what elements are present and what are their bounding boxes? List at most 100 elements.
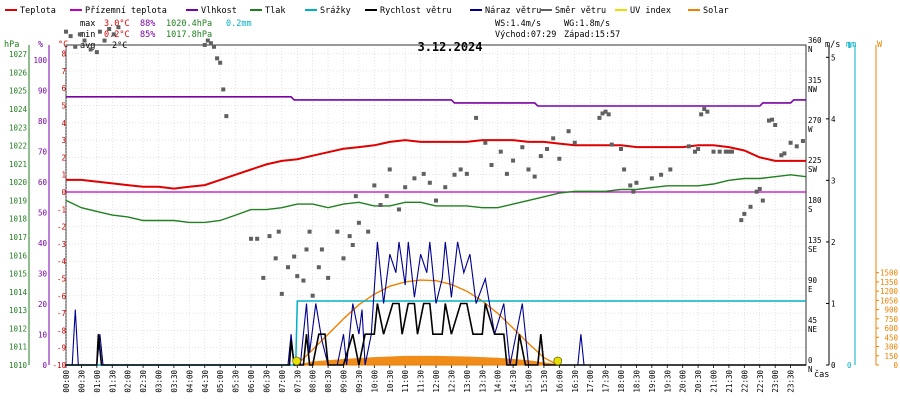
x-tick-label: 08:30 [324,370,333,393]
wind-direction-point [609,142,614,147]
wind-direction-point [659,172,664,177]
wind-direction-point [693,149,697,154]
temperature-tick-label: -7 [57,309,66,318]
x-tick-label: 20:00 [679,370,688,393]
wind-direction-point [292,254,297,259]
temperature-tick-label: -10 [52,361,66,370]
pressure-tick-label: 1025 [9,87,27,96]
x-tick-label: 12:30 [447,370,456,393]
wind-direction-point [310,293,315,298]
series-solar [296,279,559,366]
legend-label: Tlak [265,6,285,16]
unit-time: čas [814,369,829,380]
pressure-tick-label: 1012 [9,324,27,333]
wind-direction-point [116,25,121,30]
solar-tick-label: 1500 [880,269,899,278]
wind-direction-point [634,180,639,185]
wind-direction-point [224,114,229,119]
temperature-tick-label: -2 [57,223,66,232]
temperature-tick-label: -8 [57,326,67,335]
wind-direction-point [504,171,509,176]
wind-gust-text: WG:1.8m/s [564,19,610,29]
unit-mm: mm [846,40,856,50]
solar-tick-label: 1350 [880,278,899,287]
x-tick-label: 12:00 [432,370,441,393]
direction-tick-degree: 135 [808,236,822,245]
legend-label: Teplota [20,6,56,16]
series-rychlost-v-tru [66,302,806,366]
series-solar-measured [297,355,560,366]
temperature-tick-label: 4 [61,119,66,128]
chart-date-title: 3.12.2024 [417,40,482,54]
wind-direction-point [261,275,266,280]
wind-direction-point [378,203,383,207]
wind-direction-point [779,153,784,158]
wind-direction-point [452,172,457,177]
x-tick-label: 14:30 [509,370,518,393]
wind-direction-point [464,171,469,176]
right-axes: 0N45NE90E135SE180S225SW270W315NW360N0123… [808,36,898,374]
humidity-tick-label: 20 [38,300,48,309]
stats-max-label: max [80,19,95,29]
legend-label: Solar [703,6,729,16]
wind-speed-tick-label: 4 [831,115,836,124]
plot-area [64,25,807,366]
stats-max-rain: 0.2mm [226,19,252,29]
direction-tick-cardinal: W [808,125,813,134]
wind-direction-point [483,140,488,145]
pressure-tick-label: 1014 [9,288,28,297]
wind-direction-point [649,176,654,181]
wind-direction-point [551,136,556,141]
rain-tick-label: 0 [847,361,852,370]
solar-tick-label: 600 [884,324,898,333]
solar-tick-label: 750 [884,315,898,324]
wind-direction-point [102,38,107,43]
temperature-tick-label: -6 [57,292,67,301]
humidity-tick-label: 10 [38,331,48,340]
direction-tick-degree: 0 [808,356,813,365]
x-tick-label: 13:00 [463,370,472,393]
wind-direction-point [255,236,260,241]
unit-w: W [877,40,883,50]
temperature-tick-label: -9 [57,344,66,353]
humidity-tick-label: 60 [38,178,48,187]
wind-direction-point [205,38,210,43]
temperature-tick-label: -1 [57,205,66,214]
wind-direction-point [557,156,562,161]
wind-direction-point [107,27,112,31]
wind-direction-point [767,118,771,123]
wind-direction-point [443,185,448,190]
legend-label: Náraz větru [485,6,541,16]
direction-tick-degree: 225 [808,156,822,165]
direction-tick-cardinal: NW [808,85,818,94]
pressure-tick-label: 1024 [9,105,28,114]
series-n-raz-v-tru [66,241,806,366]
legend-label: Vlhkost [201,6,237,16]
wind-direction-point [742,211,747,216]
axis-unit-labels: hPa % °C mm m/s W čas [4,40,883,380]
x-tick-label: 08:00 [309,370,318,393]
x-tick-label: 11:00 [401,370,410,393]
wind-direction-point [286,265,290,270]
wind-direction-point [335,229,340,234]
wind-direction-point [696,147,701,151]
stats-min-label: min [80,30,95,40]
temperature-tick-label: -3 [57,240,66,249]
wind-direction-point [782,151,787,156]
direction-tick-degree: 45 [808,316,817,325]
x-tick-label: 00:00 [62,370,71,393]
humidity-tick-label: 30 [38,270,48,279]
wind-direction-point [218,60,223,65]
x-tick-label: 16:00 [555,370,564,393]
wind-direction-point [356,220,361,225]
x-tick-label: 18:30 [632,370,641,393]
x-tick-label: 21:30 [725,370,734,393]
x-tick-label: 23:30 [787,370,796,393]
stats-avg-temp: 2°C [112,41,127,51]
wind-direction-point [600,111,605,116]
x-tick-label: 10:00 [370,370,379,393]
legend-label: Rychlost větru [380,6,452,16]
humidity-tick-label: 90 [38,87,48,96]
legend-label: Směr větru [555,6,606,16]
x-tick-label: 07:30 [293,370,302,393]
